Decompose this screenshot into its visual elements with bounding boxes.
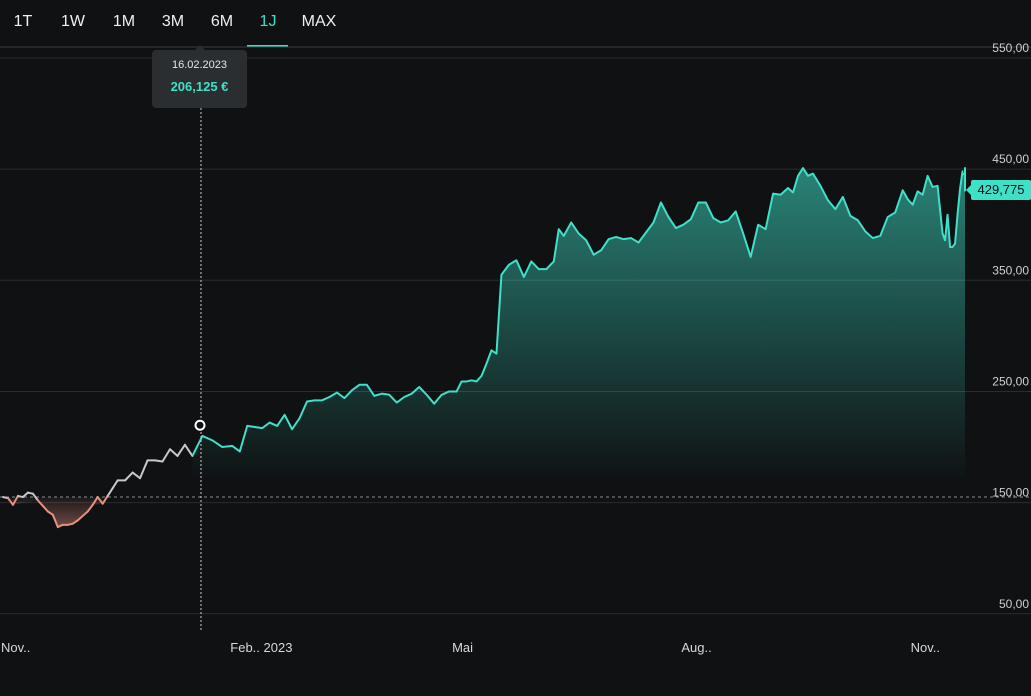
- line-layer: [2, 167, 966, 529]
- price-line-segment: [6, 497, 14, 506]
- hover-marker: [194, 419, 206, 431]
- price-line-segment: [176, 443, 186, 457]
- price-line-segment: [168, 448, 179, 457]
- price-line-segment: [101, 494, 109, 505]
- price-line-segment: [11, 494, 19, 506]
- x-tick-label: Mai: [452, 640, 473, 655]
- y-tick-label: 550,00: [992, 41, 1029, 55]
- price-line-segment: [154, 459, 164, 463]
- tooltip-date: 16.02.2023: [171, 59, 228, 71]
- price-line-segment: [96, 496, 104, 505]
- price-line-segment: [183, 443, 194, 457]
- price-line-segment: [86, 503, 94, 513]
- price-line-segment: [41, 504, 49, 513]
- price-line-segment: [81, 510, 89, 517]
- active-tab-indicator: [247, 45, 288, 47]
- price-line-segment: [161, 448, 171, 463]
- price-area: [192, 168, 966, 484]
- x-tick-label: Feb.. 2023: [230, 640, 292, 655]
- x-tick-label: Nov..: [1, 640, 30, 655]
- tab-1-year[interactable]: 1J: [259, 13, 277, 30]
- tab-3-months[interactable]: 3M: [161, 13, 185, 30]
- x-tick-label: Aug..: [681, 640, 711, 655]
- price-line-segment: [36, 499, 44, 507]
- price-line-segment: [139, 459, 149, 480]
- hover-tooltip: 16.02.2023 206,125 €: [152, 50, 247, 108]
- y-tick-label: 350,00: [992, 263, 1029, 277]
- tab-1-day[interactable]: 1T: [13, 13, 33, 30]
- price-line-segment: [131, 471, 142, 480]
- tab-max[interactable]: MAX: [301, 13, 337, 30]
- price-line-segment: [111, 479, 119, 490]
- overlay-layer: [194, 108, 206, 630]
- tooltip-value: 206,125 €: [170, 79, 229, 94]
- y-tick-label: 450,00: [992, 152, 1029, 166]
- tooltip-arrow: [195, 45, 205, 50]
- price-line-segment: [21, 491, 29, 499]
- last-value-badge: 429,775: [971, 180, 1031, 200]
- last-value-arrow: [966, 185, 971, 195]
- x-tick-label: Nov..: [911, 640, 940, 655]
- y-tick-label: 150,00: [992, 486, 1029, 500]
- price-line-segment: [91, 496, 99, 506]
- tab-1-month[interactable]: 1M: [112, 13, 136, 30]
- tab-1-week[interactable]: 1W: [61, 13, 85, 30]
- range-tabs: 1T 1W 1M 3M 6M 1J MAX: [0, 0, 1031, 47]
- y-tick-label: 250,00: [992, 374, 1029, 388]
- tab-6-months[interactable]: 6M: [210, 13, 234, 30]
- negative-area: [7, 497, 103, 528]
- price-line: [191, 167, 966, 457]
- price-line-segment: [106, 487, 114, 497]
- price-line-segment: [31, 492, 39, 502]
- y-tick-label: 50,00: [999, 597, 1029, 611]
- area-layer: [7, 168, 966, 528]
- price-line-segment: [51, 513, 59, 529]
- price-line-segment: [76, 514, 84, 522]
- price-line-segment: [124, 471, 134, 482]
